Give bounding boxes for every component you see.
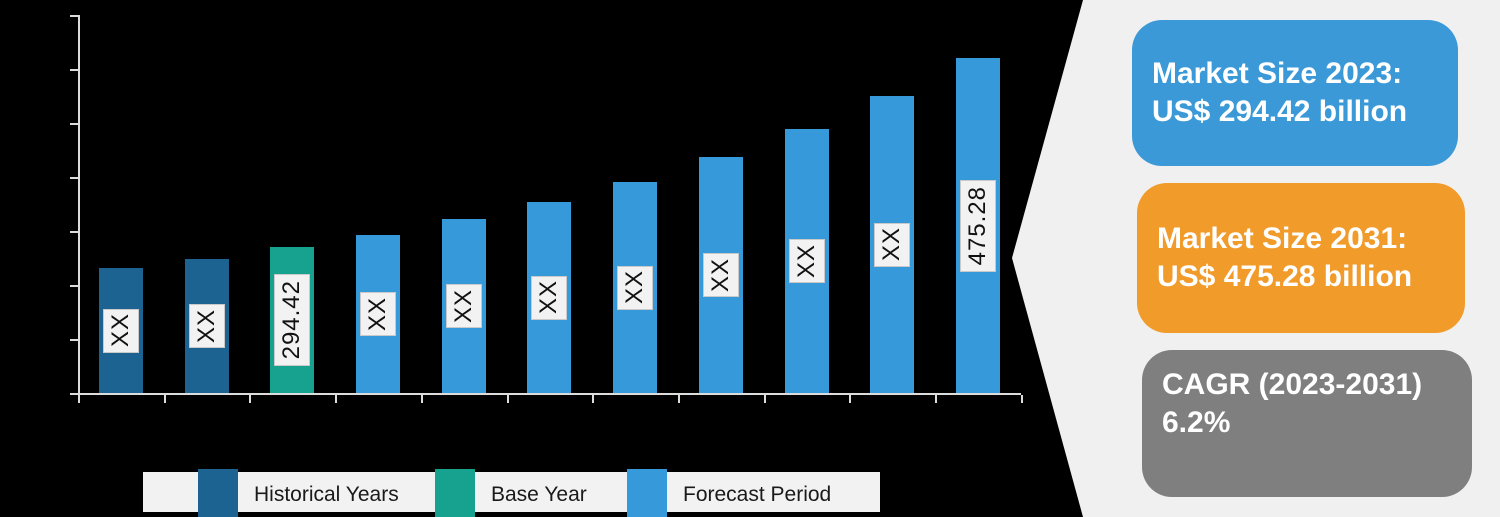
card-line2: US$ 294.42 billion [1152, 95, 1408, 128]
bar-value-text: XX [878, 227, 905, 262]
bar-value-text: XX [450, 288, 477, 323]
bar-7: XX [613, 182, 657, 393]
y-axis-tick [70, 69, 78, 71]
bar-10: XX [870, 96, 914, 393]
bar-4: XX [356, 235, 400, 393]
card-line1: CAGR (2023-2031) [1162, 367, 1423, 401]
x-axis-tick [935, 395, 937, 403]
y-axis [78, 15, 80, 395]
bar-value-text: XX [364, 296, 391, 331]
legend-swatch [198, 469, 238, 517]
bar-value-text: XX [793, 243, 820, 278]
card-line1: Market Size 2023: [1152, 57, 1403, 90]
card-line2: 6.2% [1162, 405, 1231, 439]
y-axis-tick [70, 285, 78, 287]
info-card-market-size-2023: Market Size 2023: US$ 294.42 billion [1132, 20, 1458, 166]
y-axis-tick [70, 177, 78, 179]
bar-value-label: XX [446, 284, 482, 328]
bar-value-text: 475.28 [964, 185, 991, 266]
bar-value-label: XX [789, 239, 825, 283]
x-axis-tick [764, 395, 766, 403]
bar-3: 294.42 [270, 247, 314, 393]
legend-swatch [435, 469, 475, 517]
bar-value-label: XX [103, 308, 139, 353]
legend-label: Base Year [491, 482, 587, 506]
y-axis-tick [70, 393, 78, 395]
bar-value-label: XX [531, 275, 567, 320]
bar-value-text: XX [107, 313, 134, 348]
bar-value-label: XX [189, 304, 225, 348]
bar-11: 475.28 [956, 58, 1000, 393]
bar-value-label: XX [703, 253, 739, 297]
x-axis-tick [335, 395, 337, 403]
x-axis-tick [507, 395, 509, 403]
bar-6: XX [527, 202, 571, 393]
y-axis-tick [70, 15, 78, 17]
bar-1: XX [99, 268, 143, 393]
y-axis-tick [70, 339, 78, 341]
bar-value-label: XX [617, 265, 653, 310]
y-axis-tick [70, 123, 78, 125]
bar-value-text: XX [193, 308, 220, 343]
bar-value-label: XX [874, 222, 910, 267]
bar-value-text: XX [621, 270, 648, 305]
x-axis-tick [421, 395, 423, 403]
bar-value-text: 294.42 [278, 280, 305, 360]
x-axis-tick [78, 395, 80, 403]
bar-value-text: XX [707, 257, 734, 292]
bar-value-label: XX [360, 292, 396, 336]
legend-swatch [627, 469, 667, 517]
x-axis-tick [849, 395, 851, 403]
chart-legend: Historical Years Base Year Forecast Period [143, 469, 880, 517]
bar-2: XX [185, 259, 229, 393]
bar-value-label: 475.28 [960, 179, 996, 272]
legend-item-base-year: Base Year [435, 469, 587, 517]
x-axis-tick [1021, 395, 1023, 403]
card-line2: US$ 475.28 billion [1157, 260, 1413, 293]
legend-label: Forecast Period [683, 482, 832, 506]
card-line1: Market Size 2031: [1157, 222, 1408, 255]
info-card-cagr-2023-2031: CAGR (2023-2031) 6.2% [1142, 350, 1472, 497]
x-axis [78, 393, 1021, 395]
y-axis-tick [70, 231, 78, 233]
legend-label: Historical Years [254, 482, 399, 506]
info-card-market-size-2031: Market Size 2031: US$ 475.28 billion [1137, 183, 1465, 333]
x-axis-tick [249, 395, 251, 403]
bar-9: XX [785, 129, 829, 393]
x-axis-tick [164, 395, 166, 403]
bar-value-text: XX [535, 280, 562, 315]
bar-value-label: 294.42 [274, 274, 310, 366]
bar-5: XX [442, 219, 486, 393]
legend-item-forecast-period: Forecast Period [627, 469, 832, 517]
legend-item-historical-years: Historical Years [198, 469, 399, 517]
bar-8: XX [699, 157, 743, 393]
x-axis-tick [592, 395, 594, 403]
x-axis-tick [678, 395, 680, 403]
